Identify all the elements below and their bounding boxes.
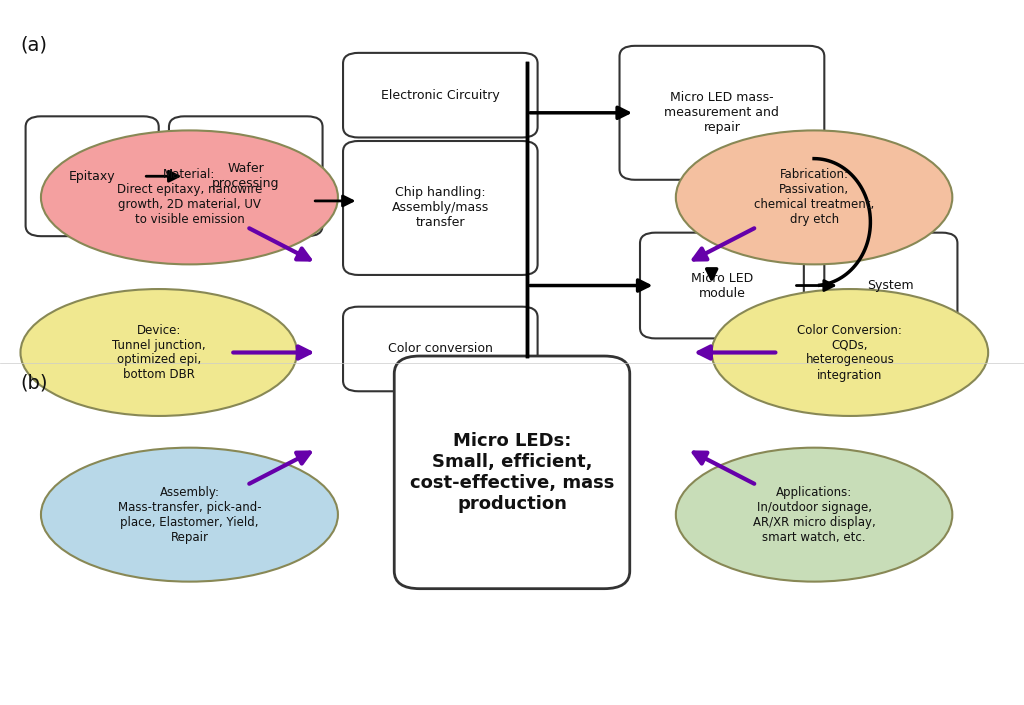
Text: Electronic Circuitry: Electronic Circuitry — [381, 89, 500, 102]
FancyBboxPatch shape — [26, 116, 159, 236]
Text: Wafer
processing: Wafer processing — [212, 162, 280, 190]
Ellipse shape — [712, 289, 988, 416]
Text: Color conversion: Color conversion — [388, 343, 493, 355]
Text: Epitaxy: Epitaxy — [69, 170, 116, 183]
FancyBboxPatch shape — [343, 141, 538, 275]
Text: Chip handling:
Assembly/mass
transfer: Chip handling: Assembly/mass transfer — [392, 187, 488, 229]
Ellipse shape — [20, 289, 297, 416]
Text: Fabrication:
Passivation,
chemical treatment,
dry etch: Fabrication: Passivation, chemical treat… — [754, 168, 874, 226]
Text: Micro LED
module: Micro LED module — [691, 271, 753, 300]
Text: Micro LED mass-
measurement and
repair: Micro LED mass- measurement and repair — [665, 92, 779, 134]
Ellipse shape — [676, 448, 952, 582]
Text: (b): (b) — [20, 374, 48, 393]
Text: Material:
Direct epitaxy, nanowire
growth, 2D material, UV
to visible emission: Material: Direct epitaxy, nanowire growt… — [117, 168, 262, 226]
FancyBboxPatch shape — [640, 233, 804, 338]
Text: Color Conversion:
CQDs,
heterogeneous
integration: Color Conversion: CQDs, heterogeneous in… — [798, 324, 902, 381]
FancyBboxPatch shape — [343, 53, 538, 137]
Ellipse shape — [41, 448, 338, 582]
Text: Assembly:
Mass-transfer, pick-and-
place, Elastomer, Yield,
Repair: Assembly: Mass-transfer, pick-and- place… — [118, 486, 261, 544]
Text: Micro LEDs:
Small, efficient,
cost-effective, mass
production: Micro LEDs: Small, efficient, cost-effec… — [410, 432, 614, 513]
Text: Device:
Tunnel junction,
optimized epi,
bottom DBR: Device: Tunnel junction, optimized epi, … — [112, 324, 206, 381]
Text: Applications:
In/outdoor signage,
AR/XR micro display,
smart watch, etc.: Applications: In/outdoor signage, AR/XR … — [753, 486, 876, 544]
Ellipse shape — [676, 130, 952, 264]
FancyBboxPatch shape — [169, 116, 323, 236]
Ellipse shape — [41, 130, 338, 264]
FancyBboxPatch shape — [824, 233, 957, 338]
FancyBboxPatch shape — [620, 46, 824, 180]
FancyBboxPatch shape — [394, 356, 630, 589]
Text: (a): (a) — [20, 35, 47, 54]
FancyBboxPatch shape — [343, 307, 538, 391]
Text: System: System — [867, 279, 914, 292]
